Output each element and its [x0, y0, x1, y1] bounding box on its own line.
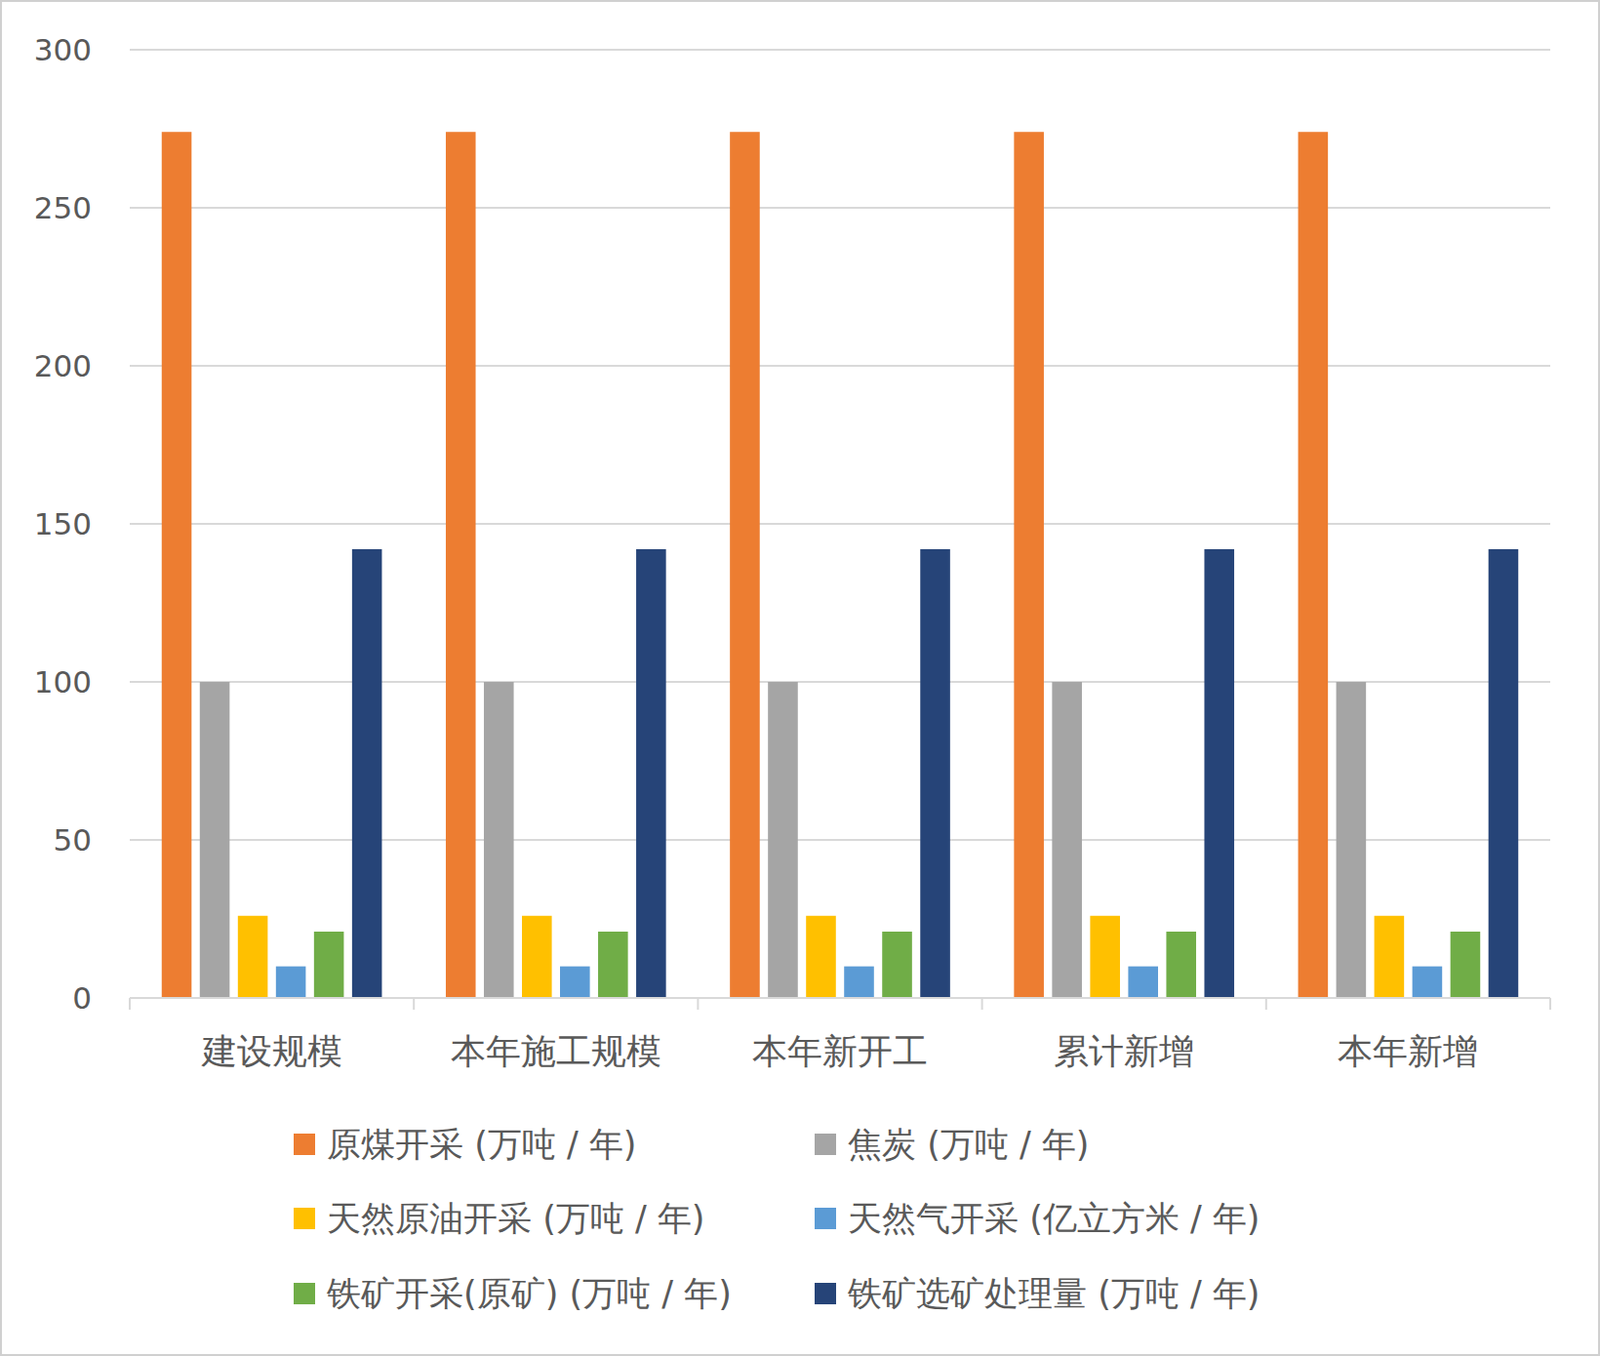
- grid-line: [129, 997, 1551, 1000]
- grid-line: [129, 364, 1551, 367]
- y-tick-label: 300: [34, 32, 92, 68]
- x-tick: [1549, 998, 1552, 1010]
- x-tick: [696, 998, 699, 1010]
- grid-line: [129, 48, 1551, 51]
- x-tick-label: 建设规模: [200, 1031, 343, 1072]
- x-tick-label: 本年新开工: [752, 1031, 928, 1072]
- legend-swatch: [293, 1282, 316, 1305]
- bar: [238, 916, 269, 999]
- bar: [161, 131, 193, 999]
- grid-line: [129, 206, 1551, 209]
- legend-swatch: [814, 1133, 837, 1156]
- bar: [1127, 966, 1159, 999]
- x-tick: [412, 998, 415, 1010]
- x-axis: 建设规模 本年施工规模 本年新开工 累计新增 本年新增: [129, 998, 1551, 1072]
- legend-item: 原煤开采 (万吨 / 年): [293, 1124, 637, 1164]
- bar: [843, 966, 875, 999]
- legend-swatch: [814, 1207, 837, 1230]
- x-tick-label: 本年新增: [1337, 1031, 1479, 1072]
- bar: [560, 966, 591, 999]
- legend-swatch: [293, 1207, 316, 1230]
- y-axis: 0 50 100 150 200 250 300: [34, 32, 1551, 1016]
- legend-swatch: [814, 1282, 837, 1305]
- x-tick: [128, 998, 131, 1010]
- bar: [1298, 131, 1329, 999]
- x-tick: [981, 998, 984, 1010]
- bar: [767, 681, 799, 999]
- legend-label: 原煤开采 (万吨 / 年): [326, 1124, 637, 1164]
- bar: [200, 681, 231, 999]
- bar: [881, 931, 913, 999]
- bar: [598, 931, 629, 999]
- bar: [729, 131, 760, 999]
- bar: [1051, 681, 1082, 999]
- legend-label: 铁矿选矿处理量 (万吨 / 年): [846, 1274, 1260, 1314]
- bar: [1013, 131, 1044, 999]
- bar: [1203, 549, 1235, 999]
- legend-item: 焦炭 (万吨 / 年): [814, 1124, 1089, 1164]
- legend-label: 铁矿开采(原矿) (万吨 / 年): [325, 1274, 732, 1314]
- bar: [1450, 931, 1481, 999]
- bar: [636, 549, 667, 999]
- x-axis-line: [129, 997, 1551, 1000]
- bar: [445, 131, 477, 999]
- legend-item: 天然原油开采 (万吨 / 年): [293, 1199, 705, 1239]
- y-tick-label: 100: [34, 664, 92, 700]
- y-tick-label: 150: [34, 506, 92, 542]
- y-tick-label: 250: [34, 190, 92, 226]
- legend-item: 天然气开采 (亿立方米 / 年): [814, 1199, 1260, 1239]
- legend-item: 铁矿选矿处理量 (万吨 / 年): [814, 1274, 1260, 1314]
- bars: [161, 131, 1519, 999]
- legend-item: 铁矿开采(原矿) (万吨 / 年): [293, 1274, 732, 1314]
- legend-label: 天然气开采 (亿立方米 / 年): [847, 1199, 1260, 1239]
- bar: [1336, 681, 1367, 999]
- bar: [521, 916, 553, 999]
- bar: [805, 916, 837, 999]
- x-tick-label: 本年施工规模: [450, 1031, 662, 1072]
- x-tick-label: 累计新增: [1053, 1031, 1195, 1072]
- bar: [1089, 916, 1120, 999]
- y-tick-label: 50: [53, 822, 92, 858]
- bar: [1412, 966, 1443, 999]
- bar: [1374, 916, 1405, 999]
- y-tick-label: 0: [72, 980, 92, 1016]
- chart: 0 50 100 150 200 250 300 建设规模 本年施工规模 本年新开工 累计新增 本年新…: [0, 0, 1600, 1356]
- bar: [1165, 931, 1197, 999]
- legend: 原煤开采 (万吨 / 年) 焦炭 (万吨 / 年) 天然原油开采 (万吨 / 年) 天…: [293, 1124, 1260, 1314]
- bar: [920, 549, 951, 999]
- bar: [314, 931, 345, 999]
- x-tick: [1265, 998, 1268, 1010]
- legend-label: 天然原油开采 (万吨 / 年): [326, 1199, 705, 1239]
- bar: [1488, 549, 1520, 999]
- legend-swatch: [293, 1133, 316, 1156]
- bar: [483, 681, 515, 999]
- chart-frame: [0, 0, 1600, 1356]
- legend-label: 焦炭 (万吨 / 年): [847, 1124, 1089, 1164]
- y-tick-label: 200: [34, 348, 92, 384]
- bar: [276, 966, 307, 999]
- grid-line: [129, 522, 1551, 525]
- bar: [352, 549, 383, 999]
